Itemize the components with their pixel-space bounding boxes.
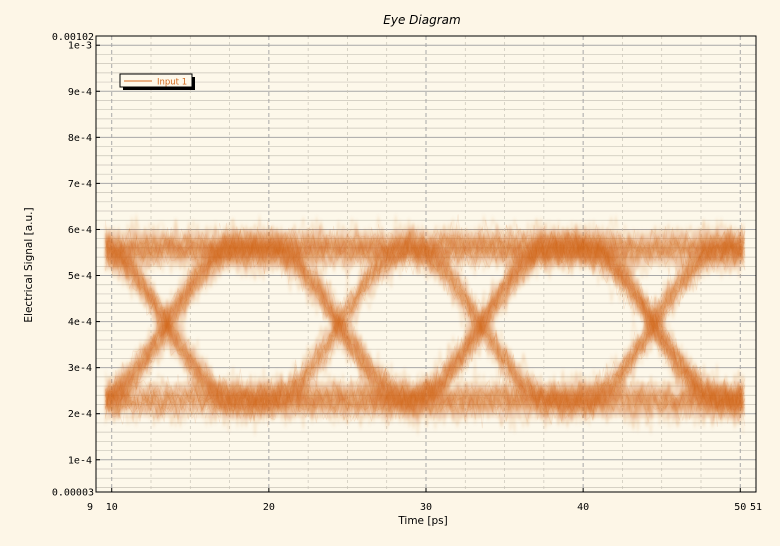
chart-title: Eye Diagram (383, 13, 460, 27)
eye-trace (105, 246, 746, 423)
eye-trace (105, 224, 746, 422)
eye-trace (105, 226, 746, 409)
trace-bundle (104, 214, 744, 435)
y-axis-label: Electrical Signal [a.u.] (23, 207, 35, 322)
eye-trace (105, 225, 746, 424)
eye-trace (105, 228, 746, 423)
eye-trace (105, 229, 746, 420)
eye-trace (105, 226, 746, 422)
series-input-1-traces (104, 214, 746, 435)
eye-trace (105, 224, 746, 423)
y-tick-label: 1e-3 (68, 41, 92, 52)
eye-trace (105, 242, 746, 427)
eye-trace (105, 224, 746, 271)
x-tick-label: 30 (420, 502, 432, 513)
eye-trace (105, 228, 746, 424)
eye-trace (105, 222, 746, 421)
eye-trace (105, 219, 746, 420)
eye-trace (105, 234, 746, 423)
eye-trace (105, 224, 746, 425)
eye-trace (105, 226, 746, 415)
y-tick-label: 1e-4 (68, 455, 92, 466)
eye-trace (105, 230, 746, 417)
eye-trace (105, 235, 746, 428)
eye-trace (105, 231, 746, 420)
x-tick-label: 40 (577, 502, 589, 513)
legend-box (119, 73, 193, 88)
eye-trace (105, 226, 746, 425)
y-tick-label: 2e-4 (68, 409, 92, 420)
eye-trace (105, 222, 746, 414)
y-tick-label: 5e-4 (68, 271, 92, 282)
eye-trace (105, 231, 746, 419)
eye-trace (104, 224, 744, 416)
eye-trace (105, 238, 746, 427)
y-tick-label: 6e-4 (68, 225, 92, 236)
eye-trace (105, 227, 746, 410)
y-tick-label: 3e-4 (68, 363, 92, 374)
eye-trace (105, 222, 744, 421)
x-range-max-label: 51 (750, 502, 762, 513)
chart-legend[interactable]: Input 1 (119, 73, 195, 90)
eye-trace (105, 227, 746, 418)
eye-trace (105, 220, 746, 412)
low-level-band (111, 381, 741, 419)
y-range-max-label: 0.00102 (52, 32, 94, 43)
y-tick-label: 9e-4 (68, 87, 92, 98)
x-tick-label: 50 (734, 502, 746, 513)
eye-trace (105, 221, 746, 405)
eye-trace (105, 214, 746, 413)
x-range-min-label: 9 (87, 502, 93, 513)
eye-trace (105, 220, 746, 418)
y-tick-label: 4e-4 (68, 317, 92, 328)
y-tick-label: 7e-4 (68, 179, 92, 190)
eye-trace (104, 225, 744, 425)
plot-axes: 1e-4 2e-4 3e-4 4e-4 5e-4 6e-4 7e-4 8e-4 9e-4 1e-3… (52, 32, 762, 513)
y-tick-label: 8e-4 (68, 133, 92, 144)
eye-trace (105, 228, 746, 419)
eye-trace (104, 223, 744, 416)
eye-trace (105, 226, 746, 404)
y-range-min-label: 0.00003 (52, 488, 94, 499)
x-tick-label: 20 (263, 502, 275, 513)
eye-trace (105, 231, 746, 421)
high-level-band (111, 229, 741, 267)
eye-trace (105, 377, 746, 423)
eye-trace (104, 218, 744, 416)
plot-frame (95, 35, 757, 493)
eye-trace (104, 225, 744, 411)
eye-trace (105, 231, 746, 412)
eye-trace (105, 227, 746, 429)
legend-entry-input-1: Input 1 (157, 78, 187, 88)
eye-trace (105, 236, 746, 423)
eye-trace (105, 229, 746, 424)
x-axis-label: Time [ps] (397, 515, 447, 527)
eye-trace (105, 224, 746, 420)
eye-trace (105, 232, 744, 418)
x-tick-label: 10 (106, 502, 118, 513)
eye-trace (105, 231, 746, 425)
eye-trace (105, 230, 746, 423)
